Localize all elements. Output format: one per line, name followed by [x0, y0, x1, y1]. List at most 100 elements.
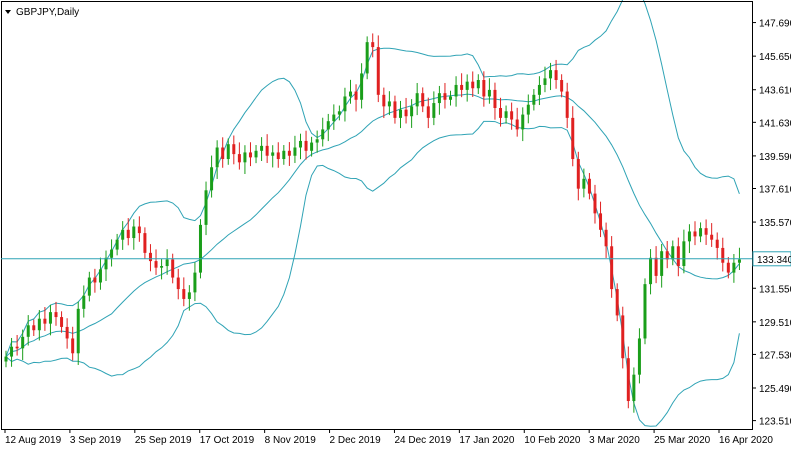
candle	[187, 285, 191, 311]
candle	[110, 239, 114, 267]
candle	[160, 258, 164, 280]
candle	[649, 249, 653, 295]
candle-body	[132, 226, 136, 239]
candle	[487, 78, 491, 104]
candle-body	[54, 312, 58, 318]
candle-body	[148, 252, 152, 262]
candle-body	[260, 145, 264, 151]
candle-body	[660, 251, 664, 276]
price-label: 125.490	[759, 384, 791, 395]
candle	[721, 237, 725, 272]
price-label: 131.550	[759, 284, 791, 295]
candle-body	[521, 114, 525, 130]
candle	[198, 219, 202, 279]
candle-body	[137, 226, 141, 234]
candle-body	[171, 259, 175, 278]
candle-body	[560, 80, 564, 92]
candle	[32, 319, 36, 336]
candle	[376, 35, 380, 103]
candle-body	[721, 247, 725, 263]
candle	[460, 73, 464, 98]
candle	[310, 136, 314, 157]
candle-body	[65, 326, 69, 339]
candles	[4, 33, 741, 413]
candle	[43, 307, 47, 331]
candle	[537, 76, 541, 106]
candle-body	[582, 178, 586, 189]
candle-body	[626, 358, 630, 402]
candle-body	[304, 140, 308, 151]
candle	[404, 97, 408, 124]
candle	[332, 104, 336, 130]
candle-body	[565, 91, 569, 118]
candle-body	[354, 91, 358, 100]
middle-band-line	[5, 93, 740, 357]
candle	[510, 102, 514, 130]
candle-body	[682, 241, 686, 267]
candle	[687, 224, 691, 254]
candle-body	[126, 229, 130, 239]
candle-body	[371, 42, 375, 48]
candle	[610, 236, 614, 298]
date-label: 17 Oct 2019	[200, 435, 255, 446]
candle	[543, 66, 547, 93]
candle	[54, 301, 58, 326]
candle	[60, 311, 64, 333]
candle	[665, 241, 669, 269]
candle-body	[599, 213, 603, 230]
candle-body	[348, 91, 352, 97]
candle-body	[699, 228, 703, 237]
candle	[449, 90, 453, 106]
candle-body	[326, 121, 330, 130]
candle-body	[637, 338, 641, 375]
candle	[10, 337, 14, 367]
candle-body	[443, 93, 447, 100]
candle	[554, 59, 558, 89]
date-label: 25 Sep 2019	[135, 435, 192, 446]
candle-body	[276, 152, 280, 160]
candle-body	[110, 249, 114, 258]
candle	[593, 184, 597, 224]
candle	[549, 62, 553, 91]
candle	[576, 151, 580, 201]
candle-body	[382, 94, 386, 107]
candle	[276, 142, 280, 168]
candle-body	[410, 106, 414, 117]
candle-body	[604, 229, 608, 247]
candle	[37, 309, 41, 341]
candle	[204, 181, 208, 236]
candle	[399, 100, 403, 129]
candle	[504, 105, 508, 124]
candle	[476, 74, 480, 95]
candle	[98, 257, 102, 290]
candle	[621, 306, 625, 369]
candle-body	[254, 150, 258, 158]
candle	[348, 79, 352, 104]
price-label: 135.570	[759, 218, 791, 229]
candle	[293, 135, 297, 163]
candle-body	[243, 152, 247, 163]
candle	[304, 130, 308, 160]
date-label: 25 Mar 2020	[654, 435, 711, 446]
candle	[271, 145, 275, 168]
candle	[115, 233, 119, 256]
candle-body	[499, 108, 503, 118]
candle-body	[710, 234, 714, 240]
candle	[710, 223, 714, 247]
candle	[193, 262, 197, 302]
candle-body	[298, 140, 302, 148]
candle	[482, 71, 486, 107]
candle	[243, 145, 247, 175]
candle	[287, 142, 291, 166]
candle-body	[315, 139, 319, 143]
candle	[443, 82, 447, 109]
price-label: 141.630	[759, 118, 791, 129]
current-price-label: 133.340	[757, 255, 791, 266]
candle-body	[221, 147, 225, 160]
candle-body	[587, 178, 591, 194]
candle-body	[654, 257, 658, 276]
dropdown-arrow-icon[interactable]	[5, 10, 11, 14]
date-label: 24 Dec 2019	[394, 435, 451, 446]
